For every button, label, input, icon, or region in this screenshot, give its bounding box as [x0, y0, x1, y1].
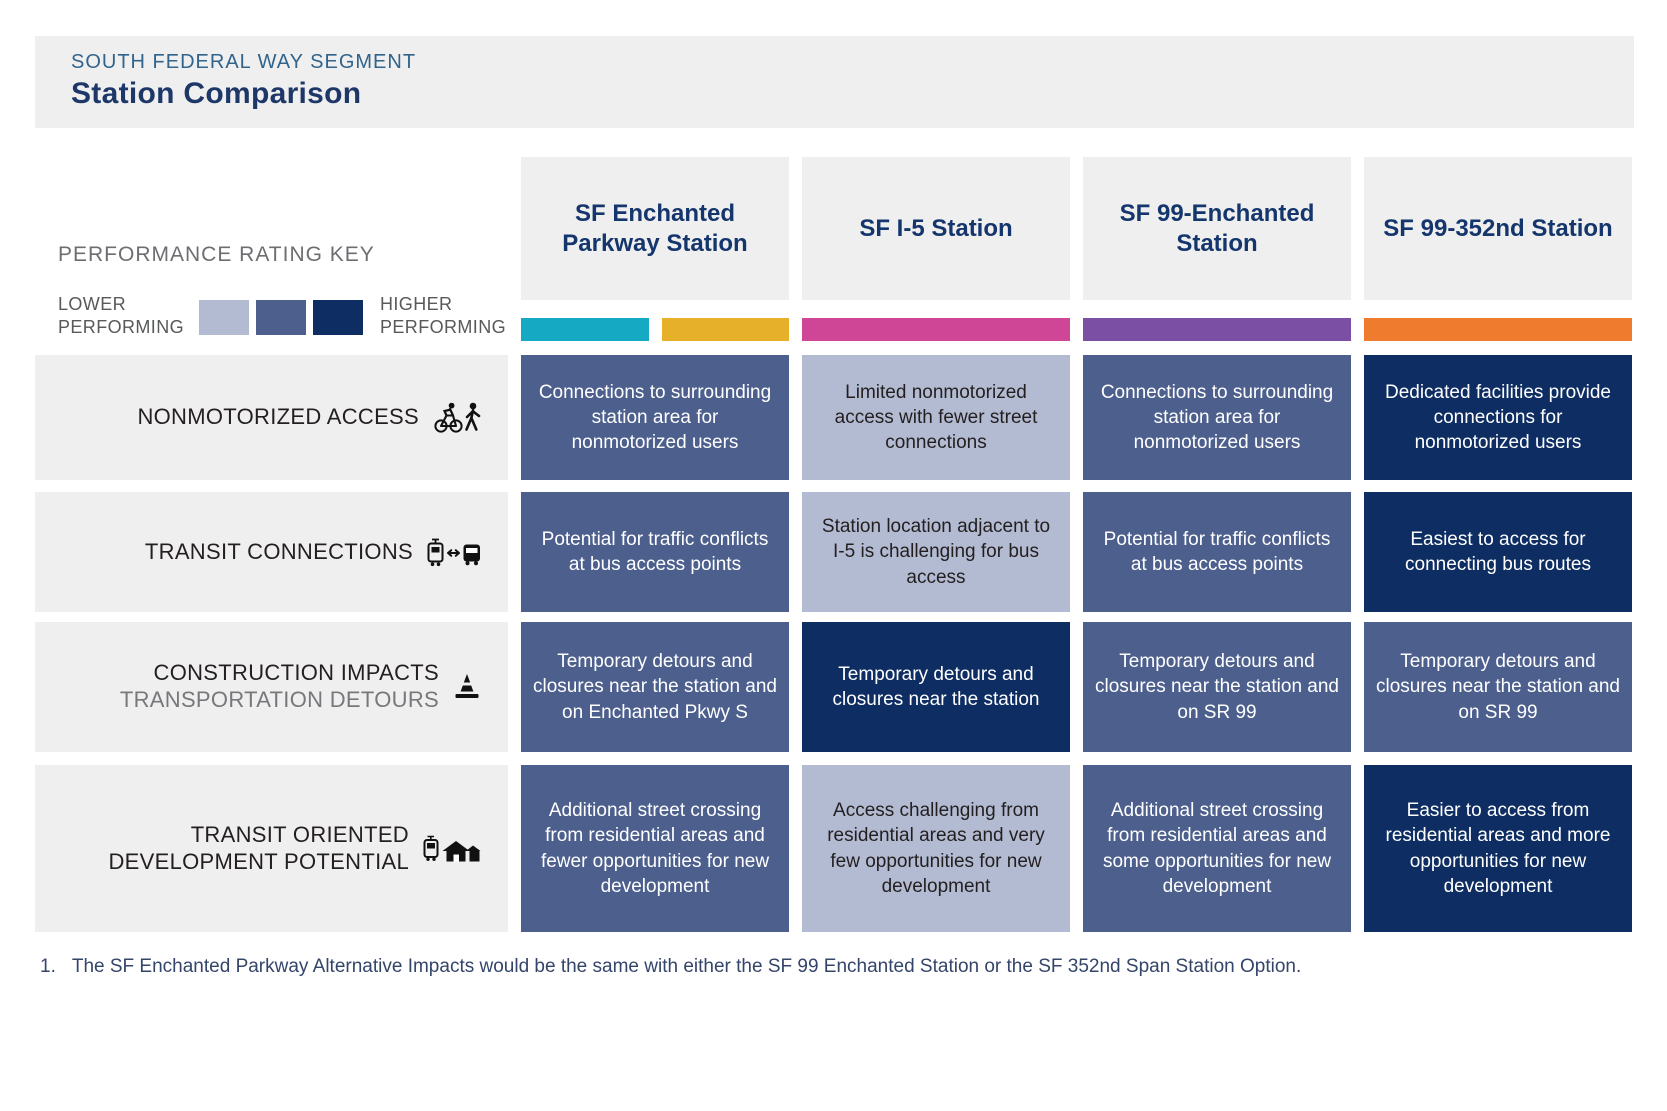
row-label-text: NONMOTORIZED ACCESS [137, 404, 419, 430]
footnote: 1. The SF Enchanted Parkway Alternative … [40, 955, 1600, 979]
rating-key-lower-label: LOWER PERFORMING [58, 294, 185, 337]
cell-transit-i5: Station location adjacent to I-5 is chal… [802, 492, 1070, 612]
station-header-99-352nd: SF 99-352nd Station [1364, 157, 1632, 300]
row-label-tod-potential: TRANSIT ORIENTED DEVELOPMENT POTENTIAL [35, 765, 508, 932]
color-bar-teal [521, 318, 649, 341]
station-header-99-enchanted: SF 99-Enchanted Station [1083, 157, 1351, 300]
cell-tod-enchanted-parkway: Additional street crossing from resident… [521, 765, 789, 932]
footnote-text: The SF Enchanted Parkway Alternative Imp… [71, 956, 1302, 977]
rating-key-higher-label: HIGHER PERFORMING [380, 294, 507, 337]
cell-nonmotorized-i5: Limited nonmotorized access with fewer s… [802, 355, 1070, 480]
station-color-bar-99-352nd [1364, 318, 1632, 341]
row-label-text: TRANSIT CONNECTIONS [144, 538, 413, 564]
color-bar-pink [802, 318, 1070, 341]
bike-pedestrian-icon [434, 402, 481, 433]
title-panel: SOUTH FEDERAL WAY SEGMENT Station Compar… [35, 36, 1634, 128]
color-bar-orange [1364, 318, 1632, 341]
station-color-bar-enchanted-parkway [521, 318, 789, 341]
cell-tod-i5: Access challenging from residential area… [802, 765, 1070, 932]
performance-rating-key: PERFORMANCE RATING KEY LOWER PERFORMING H… [35, 157, 508, 341]
rating-swatch-higher [313, 300, 363, 335]
row-label-text: CONSTRUCTION IMPACTS TRANSPORTATION DETO… [120, 660, 439, 714]
page-title: Station Comparison [71, 77, 362, 110]
rating-key-swatches [199, 300, 363, 335]
cell-construction-i5: Temporary detours and closures near the … [802, 622, 1070, 752]
cell-nonmotorized-99-enchanted: Connections to surrounding station area … [1083, 355, 1351, 480]
row-label-sub: TRANSPORTATION DETOURS [119, 687, 439, 712]
station-header-i5: SF I-5 Station [802, 157, 1070, 300]
cell-transit-enchanted-parkway: Potential for traffic conflicts at bus a… [521, 492, 789, 612]
rating-swatch-medium [256, 300, 306, 335]
row-label-main: CONSTRUCTION IMPACTS [153, 660, 439, 686]
cell-nonmotorized-99-352nd: Dedicated facilities provide connections… [1364, 355, 1632, 480]
cell-transit-99-352nd: Easiest to access for connecting bus rou… [1364, 492, 1632, 612]
rating-swatch-lower [199, 300, 249, 335]
row-label-transit-connections: TRANSIT CONNECTIONS [35, 492, 508, 612]
cell-tod-99-352nd: Easier to access from residential areas … [1364, 765, 1632, 932]
cell-tod-99-enchanted: Additional street crossing from resident… [1083, 765, 1351, 932]
station-color-bar-99-enchanted [1083, 318, 1351, 341]
cell-nonmotorized-enchanted-parkway: Connections to surrounding station area … [521, 355, 789, 480]
traffic-cone-icon [455, 674, 479, 698]
cell-construction-enchanted-parkway: Temporary detours and closures near the … [521, 622, 789, 752]
train-house-icon [423, 835, 481, 861]
train-bus-transfer-icon [427, 538, 480, 567]
cell-transit-99-enchanted: Potential for traffic conflicts at bus a… [1083, 492, 1351, 612]
cell-construction-99-enchanted: Temporary detours and closures near the … [1083, 622, 1351, 752]
rating-key-title: PERFORMANCE RATING KEY [58, 243, 375, 266]
segment-eyebrow: SOUTH FEDERAL WAY SEGMENT [71, 51, 417, 73]
row-label-construction-impacts: CONSTRUCTION IMPACTS TRANSPORTATION DETO… [35, 622, 508, 752]
comparison-table: PERFORMANCE RATING KEY LOWER PERFORMING H… [35, 157, 1632, 932]
station-header-enchanted-parkway: SF Enchanted Parkway Station [521, 157, 789, 300]
footnote-number: 1. [40, 956, 56, 977]
cell-construction-99-352nd: Temporary detours and closures near the … [1364, 622, 1632, 752]
row-label-text: TRANSIT ORIENTED DEVELOPMENT POTENTIAL [108, 821, 409, 874]
color-bar-purple [1083, 318, 1351, 341]
row-label-nonmotorized-access: NONMOTORIZED ACCESS [35, 355, 508, 480]
station-color-bar-i5 [802, 318, 1070, 341]
color-bar-gold [661, 318, 789, 341]
